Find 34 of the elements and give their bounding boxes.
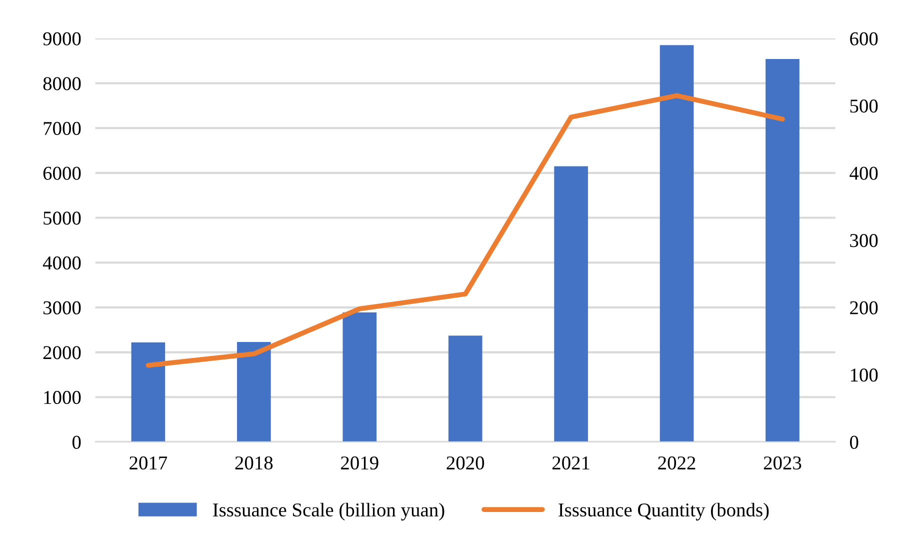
y-tick-label: 2000 xyxy=(43,346,81,360)
bar xyxy=(342,312,377,442)
bar xyxy=(766,59,800,442)
y-tick-label: 4000 xyxy=(42,256,81,270)
line-series xyxy=(146,93,785,368)
y2-tick-label: 500 xyxy=(850,100,878,113)
y2-tick-label: 200 xyxy=(850,301,878,314)
y2-tick-label: 300 xyxy=(850,234,878,248)
y-tick-label: 1000 xyxy=(44,390,81,404)
bar xyxy=(448,336,482,442)
y-tick-label: 5000 xyxy=(44,212,81,225)
y-tick-label: 7000 xyxy=(44,122,81,136)
y-tick-label: 0 xyxy=(72,436,81,449)
y-tick-label: 6000 xyxy=(43,166,81,180)
bar xyxy=(660,45,694,442)
y2-tick-label: 600 xyxy=(850,32,878,46)
bar xyxy=(554,166,588,442)
bar xyxy=(237,342,271,442)
y-tick-label: 3000 xyxy=(43,301,81,314)
x-tick-label: 2017 xyxy=(130,456,168,470)
x-tick-label: 2021 xyxy=(552,456,590,470)
x-tick-label: 2019 xyxy=(341,456,378,470)
y2-tick-label: 100 xyxy=(850,368,878,382)
x-tick-label: 2018 xyxy=(235,456,273,470)
x-tick-label: 2022 xyxy=(658,456,696,470)
y-tick-label: 9000 xyxy=(43,32,81,46)
legend-label: Isssuance Quantity (bonds) xyxy=(558,502,769,521)
x-tick-label: 2020 xyxy=(446,456,484,470)
y2-tick-label: 0 xyxy=(850,436,858,449)
y-tick-label: 8000 xyxy=(43,77,81,90)
x-tick-label: 2023 xyxy=(764,456,802,470)
legend-label: Isssuance Scale (billion yuan) xyxy=(213,502,444,521)
bar xyxy=(131,342,166,442)
y2-tick-label: 400 xyxy=(850,166,878,180)
